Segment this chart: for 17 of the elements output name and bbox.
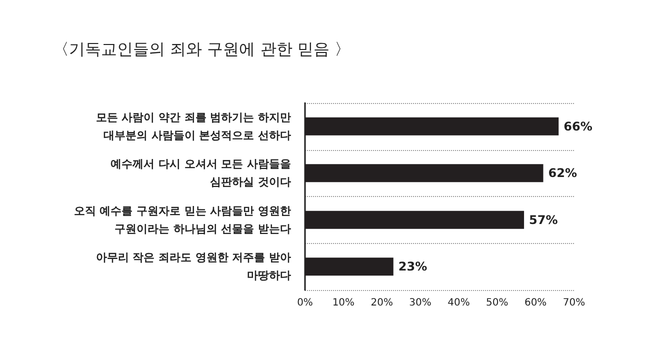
y-tick-label: 아무리 작은 죄라도 영원한 저주를 받아 마땅하다 (96, 251, 291, 282)
x-tick-label: 20% (370, 298, 393, 308)
data-label: 23% (398, 260, 428, 274)
x-tick-label: 70% (562, 298, 586, 308)
y-tick-label: 모든 사람이 약간 죄를 범하기는 하지만 대부분의 사람들이 본성적으로 선하다 (96, 110, 291, 142)
x-tick-label: 0% (297, 298, 313, 308)
x-tick-label: 60% (524, 298, 547, 308)
x-tick-label: 40% (448, 298, 470, 308)
x-tick-label: 10% (332, 298, 355, 308)
y-tick-label: 오직 예수를 구원자로 믿는 사람들만 영원한 구원이라는 하나님의 선물을 받는다 (74, 204, 291, 236)
data-label: 66% (564, 119, 592, 134)
x-tick-label: 30% (409, 298, 432, 308)
y-tick-label: 예수께서 다시 오셔서 모든 사람들을 심판하실 것이다 (110, 158, 291, 189)
data-label: 62% (548, 166, 577, 180)
data-label: 57% (529, 212, 558, 227)
chart-title: 〈기독교인들의 죄와 구원에 관한 믿음 〉 (53, 40, 350, 58)
x-tick-label: 50% (486, 298, 508, 308)
